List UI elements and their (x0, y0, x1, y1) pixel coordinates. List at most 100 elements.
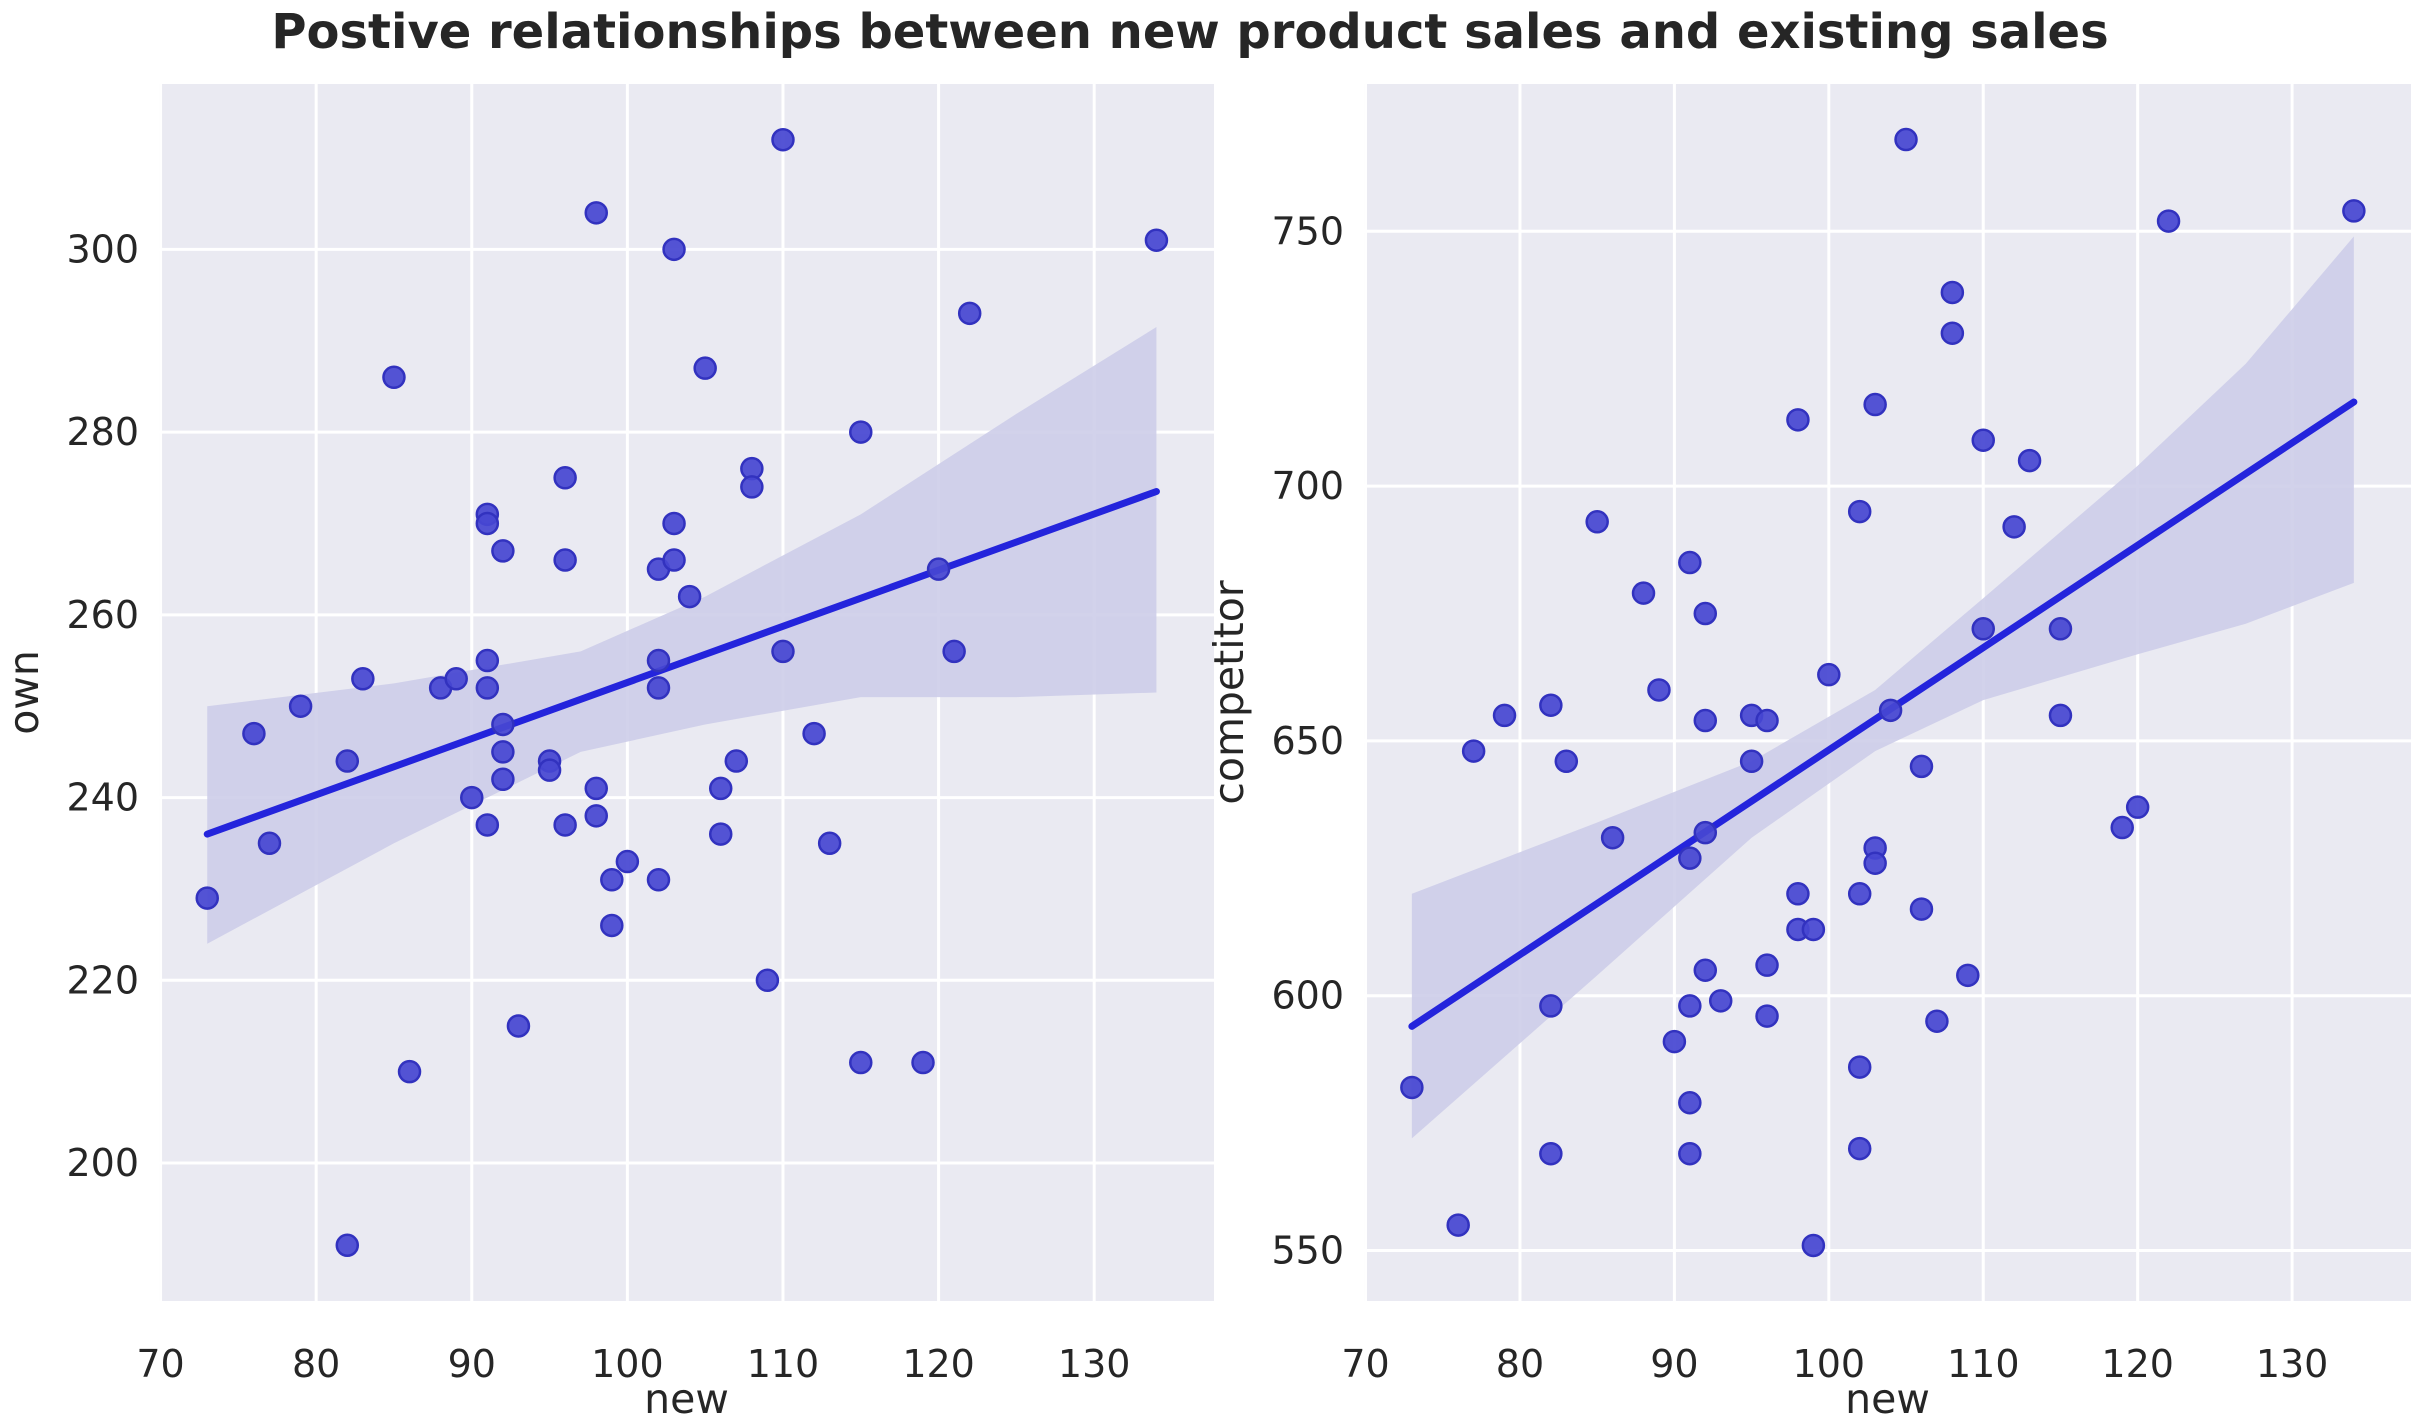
right-yaxis-label: competitor (1205, 580, 1253, 804)
scatter-point (600, 913, 624, 938)
scatter-point (2110, 815, 2134, 840)
scatter-point (1461, 739, 1486, 763)
scatter-point (1847, 1055, 1872, 1079)
scatter-point (2048, 703, 2073, 728)
y-tick-label: 260 (66, 593, 139, 637)
scatter-point (926, 557, 951, 581)
scatter-point (662, 548, 686, 572)
scatter-point (2048, 617, 2073, 641)
scatter-point (646, 676, 671, 700)
scatter-point (1971, 428, 1995, 452)
scatter-point (491, 740, 515, 764)
y-tick-label: 200 (66, 1141, 139, 1185)
scatter-point (1817, 662, 1841, 687)
scatter-point (1631, 581, 1656, 605)
scatter-point (693, 356, 717, 380)
scatter-point (1708, 989, 1733, 1013)
scatter-point (584, 201, 608, 225)
scatter-point (1693, 820, 1718, 845)
figure-title: Postive relationships between new produc… (271, 4, 2108, 60)
scatter-point (1786, 408, 1810, 432)
confidence-band (1411, 236, 2354, 1139)
scatter-point (771, 127, 795, 152)
scatter-point (2125, 795, 2150, 819)
scatter-point (1863, 851, 1887, 875)
regression-line (203, 487, 1160, 838)
scatter-point (1693, 708, 1718, 733)
scatter-point (1739, 749, 1764, 774)
scatter-point (771, 639, 795, 664)
scatter-point (1847, 1136, 1872, 1161)
scatter-point (1940, 280, 1965, 305)
scatter-point (475, 813, 500, 837)
scatter-point (491, 539, 515, 563)
x-tick-label: 100 (1793, 1342, 1866, 1386)
right-xaxis-label: new (1845, 1375, 1930, 1423)
scatter-point (382, 365, 406, 390)
scatter-point (335, 1233, 360, 1258)
scatter-point (1492, 703, 1517, 728)
x-tick-label: 80 (292, 1342, 340, 1386)
y-tick-label: 300 (66, 227, 139, 271)
scatter-point (553, 466, 577, 490)
y-tick-label: 750 (1271, 209, 1344, 253)
scatter-point (662, 237, 686, 262)
scatter-point (1940, 321, 1965, 345)
scatter-point (1847, 499, 1872, 524)
scatter-point (1693, 601, 1718, 626)
scatter-point (662, 511, 686, 536)
scatter-point (1662, 1029, 1687, 1054)
scatter-point (444, 667, 468, 691)
scatter-point (553, 548, 577, 572)
scatter-point (724, 749, 749, 773)
scatter-point (708, 776, 733, 801)
scatter-point (817, 831, 842, 856)
scatter-point (2342, 199, 2366, 223)
scatter-point (242, 721, 266, 746)
scatter-point (600, 868, 624, 892)
scatter-point (1894, 127, 1918, 152)
y-tick-label: 600 (1271, 974, 1344, 1018)
y-tick-label: 240 (66, 776, 139, 820)
scatter-point (1755, 708, 1779, 733)
scatter-point (942, 639, 966, 664)
scatter-point (1539, 994, 1563, 1018)
scatter-point (288, 694, 313, 718)
scatter-point (1539, 693, 1563, 717)
scatter-point (1755, 1004, 1779, 1028)
left-xaxis-label: new (644, 1375, 729, 1423)
y-tick-label: 220 (66, 958, 139, 1002)
right-plot: 70 80 90 100 110 120 130 550 600 650 700 750 (1271, 84, 2411, 1386)
scatter-point (1400, 1075, 1424, 1100)
scatter-point (957, 301, 982, 326)
scatter-point (1801, 917, 1826, 942)
x-tick-label: 100 (591, 1342, 664, 1386)
scatter-point (1755, 953, 1779, 977)
scatter-point (1878, 698, 1903, 723)
scatter-point (475, 676, 500, 700)
x-tick-label: 90 (448, 1342, 496, 1386)
x-tick-label: 110 (1947, 1342, 2020, 1386)
scatter-point (646, 648, 671, 673)
scatter-point (1446, 1213, 1470, 1237)
scatter-point (584, 776, 608, 801)
y-tick-label: 650 (1271, 719, 1344, 763)
scatter-point (491, 767, 515, 792)
scatter-point (553, 813, 577, 837)
scatter-point (1647, 678, 1671, 702)
scatter-point (584, 804, 608, 828)
confidence-band (207, 327, 1157, 944)
scatter-point (708, 822, 733, 846)
scatter-point (1925, 1009, 1949, 1033)
left-plot: 70 80 90 100 110 120 130 200 220 240 260 280 300 (66, 84, 1214, 1386)
scatter-point (849, 1050, 873, 1075)
scatter-point (1863, 392, 1887, 417)
scatter-point (2002, 515, 2026, 539)
scatter-point (537, 758, 562, 782)
x-tick-label: 70 (136, 1342, 184, 1386)
scatter-point (475, 511, 500, 536)
scatter-point (1585, 510, 1609, 534)
scatter-point (195, 886, 219, 910)
x-tick-label: 130 (1058, 1342, 1131, 1386)
scatter-point (351, 667, 375, 691)
